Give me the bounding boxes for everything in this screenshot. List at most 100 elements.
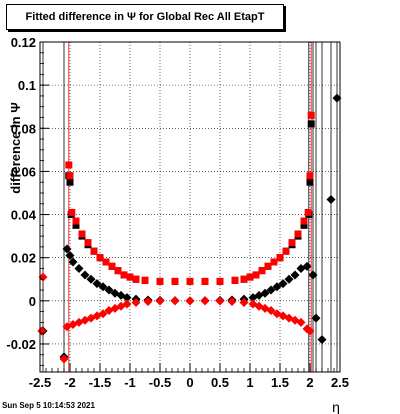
x-tick-label: 0.5 bbox=[211, 375, 229, 390]
data-point-diamond bbox=[266, 306, 276, 316]
data-point-diamond bbox=[272, 282, 282, 292]
data-point-diamond bbox=[62, 244, 72, 254]
data-point-diamond bbox=[104, 285, 114, 295]
data-point-diamond bbox=[80, 270, 90, 280]
data-point-square bbox=[306, 172, 314, 180]
data-point-diamond bbox=[284, 274, 294, 284]
data-point-square bbox=[201, 277, 209, 285]
y-axis-label: difference in Ψ bbox=[8, 102, 23, 193]
y-tick-label: 0.08 bbox=[11, 121, 36, 136]
data-point-diamond bbox=[170, 296, 180, 306]
footer-timestamp: Sun Sep 5 10:14:53 2021 bbox=[2, 401, 95, 410]
data-point-square bbox=[156, 277, 164, 285]
data-point-diamond bbox=[308, 270, 318, 280]
x-tick-label: 2.5 bbox=[331, 375, 349, 390]
data-point-diamond bbox=[37, 326, 47, 336]
data-point-square bbox=[306, 178, 314, 186]
data-point-square bbox=[216, 277, 224, 285]
data-point-square bbox=[108, 262, 116, 270]
chart-title: Fitted difference in Ψ for Global Rec Al… bbox=[6, 4, 284, 30]
data-point-square bbox=[276, 254, 284, 262]
data-point-square bbox=[66, 172, 74, 180]
y-tick-label: 0.06 bbox=[11, 164, 36, 179]
y-tick-label: 0.02 bbox=[11, 251, 36, 266]
x-tick-label: -2 bbox=[64, 375, 76, 390]
data-point-square bbox=[240, 275, 248, 283]
data-point-square bbox=[132, 275, 140, 283]
data-point-square bbox=[66, 178, 74, 186]
data-point-diamond bbox=[239, 298, 249, 308]
data-point-square bbox=[186, 277, 194, 285]
data-point-diamond bbox=[305, 326, 315, 336]
data-point-square bbox=[231, 276, 239, 284]
data-point-diamond bbox=[122, 293, 132, 303]
data-point-diamond bbox=[143, 296, 153, 306]
data-point-square bbox=[304, 208, 312, 216]
data-point-diamond bbox=[215, 296, 225, 306]
x-tick-label: 1.5 bbox=[271, 375, 289, 390]
data-point-square bbox=[126, 273, 134, 281]
x-tick-label: -1 bbox=[124, 375, 136, 390]
data-point-diamond bbox=[185, 296, 195, 306]
data-point-square bbox=[72, 221, 80, 229]
data-point-square bbox=[300, 221, 308, 229]
x-tick-label: -1.5 bbox=[89, 375, 111, 390]
data-point-square bbox=[114, 267, 122, 275]
data-point-square bbox=[264, 262, 272, 270]
data-point-square bbox=[246, 273, 254, 281]
data-point-diamond bbox=[59, 354, 69, 364]
x-axis-label: η bbox=[332, 399, 340, 414]
data-point-square bbox=[84, 239, 92, 247]
data-point-diamond bbox=[326, 194, 336, 204]
data-point-diamond bbox=[302, 261, 312, 271]
data-point-diamond bbox=[131, 298, 141, 308]
data-point-diamond bbox=[260, 288, 270, 298]
data-point-square bbox=[120, 271, 128, 279]
data-point-square bbox=[300, 217, 308, 225]
data-point-square bbox=[258, 267, 266, 275]
data-point-diamond bbox=[65, 251, 75, 261]
data-point-square bbox=[90, 247, 98, 255]
data-point-diamond bbox=[122, 299, 132, 309]
y-tick-label: 0.1 bbox=[18, 78, 36, 93]
axis-ticks: -2.5 -2 -1.5 -1 -0.5 0 0.5 1 1.5 2 2.5 -0.02 0 0.02 0.… bbox=[6, 35, 349, 390]
data-point-diamond bbox=[332, 93, 342, 103]
data-point-diamond bbox=[155, 296, 165, 306]
data-point-diamond bbox=[92, 279, 102, 289]
x-tick-label: -0.5 bbox=[149, 375, 171, 390]
y-tick-label: 0.04 bbox=[11, 208, 37, 223]
data-point-square bbox=[78, 230, 86, 238]
data-point-square bbox=[72, 217, 80, 225]
data-point-diamond bbox=[278, 279, 288, 289]
data-point-square bbox=[307, 111, 315, 119]
data-point-diamond bbox=[98, 309, 108, 319]
data-point-diamond bbox=[68, 257, 78, 267]
x-tick-label: 1 bbox=[246, 375, 253, 390]
data-point-square bbox=[171, 277, 179, 285]
data-point-diamond bbox=[317, 335, 327, 345]
y-tick-label: 0 bbox=[29, 294, 36, 309]
data-point-diamond bbox=[227, 296, 237, 306]
data-point-diamond bbox=[290, 270, 300, 280]
data-point-diamond bbox=[296, 317, 306, 327]
data-point-diamond bbox=[266, 285, 276, 295]
y-tick-label: 0.12 bbox=[11, 35, 36, 50]
x-tick-label: 0 bbox=[186, 375, 193, 390]
data-point-square bbox=[96, 254, 104, 262]
data-point-square bbox=[102, 258, 110, 266]
data-point-square bbox=[141, 276, 149, 284]
data-point-square bbox=[252, 271, 260, 279]
x-tick-label: 2 bbox=[306, 375, 313, 390]
y-tick-label: -0.02 bbox=[6, 337, 36, 352]
x-tick-label: -2.5 bbox=[29, 375, 51, 390]
data-point-diamond bbox=[311, 313, 321, 323]
data-point-square bbox=[282, 247, 290, 255]
data-point-square bbox=[68, 208, 76, 216]
data-point-square bbox=[307, 120, 315, 128]
data-point-diamond bbox=[98, 282, 108, 292]
data-point-square bbox=[65, 161, 73, 169]
data-point-diamond bbox=[86, 274, 96, 284]
data-markers bbox=[37, 93, 342, 364]
data-point-square bbox=[288, 239, 296, 247]
